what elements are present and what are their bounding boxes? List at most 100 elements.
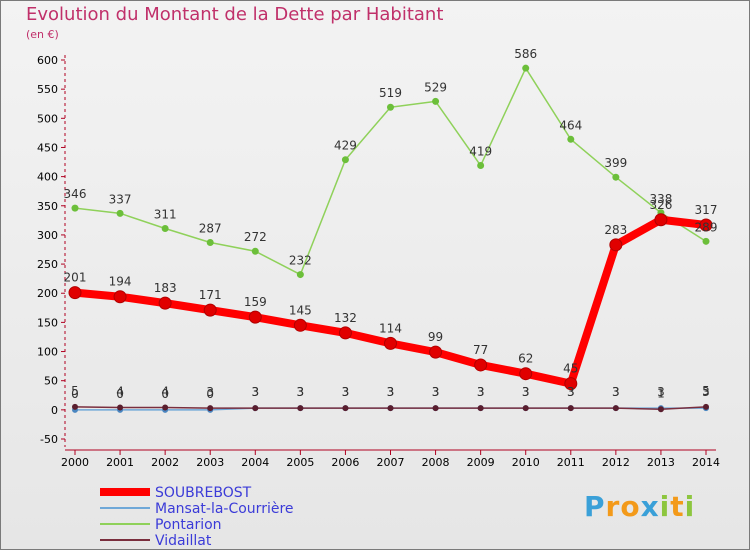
data-point — [113, 290, 127, 304]
data-point — [384, 336, 397, 350]
y-tick-label: 350 — [37, 200, 58, 213]
legend-label: SOUBREBOST — [155, 485, 252, 501]
data-label: 114 — [379, 321, 402, 335]
x-tick-label: 2009 — [467, 456, 495, 469]
y-tick-label: 450 — [37, 141, 58, 154]
x-tick-label: 2006 — [331, 456, 359, 469]
data-label: 3 — [522, 385, 530, 399]
data-point — [206, 239, 214, 247]
data-point — [702, 237, 710, 245]
legend-entry: Vidaillat — [100, 533, 212, 549]
data-point — [341, 156, 349, 164]
data-label: 201 — [64, 271, 87, 285]
data-point — [567, 405, 574, 412]
data-label: 3 — [251, 385, 259, 399]
data-point — [477, 405, 484, 412]
y-tick-label: 600 — [37, 54, 58, 67]
chart-title: Evolution du Montant de la Dette par Hab… — [26, 4, 444, 25]
data-label: 3 — [387, 385, 395, 399]
data-label: 337 — [109, 192, 132, 206]
y-tick-label: 300 — [37, 229, 58, 242]
data-point — [654, 213, 668, 227]
x-tick-label: 2008 — [422, 456, 450, 469]
legend-label: Vidaillat — [155, 533, 212, 549]
data-label: 3 — [657, 385, 665, 399]
data-point — [522, 64, 530, 72]
series-layer — [68, 64, 713, 413]
y-tick-label: 200 — [37, 287, 58, 300]
data-label: 311 — [154, 208, 177, 222]
proxiti-logo: Proxiti — [584, 490, 695, 523]
logo-letter: t — [670, 490, 685, 523]
data-label: 0 — [161, 387, 169, 401]
data-point — [251, 247, 259, 255]
x-tick-label: 2014 — [692, 456, 720, 469]
x-tick-label: 2005 — [286, 456, 314, 469]
data-label: 183 — [154, 281, 177, 295]
logo-letter: i — [659, 490, 671, 523]
axes: -500501001502002503003504004505005506002… — [37, 54, 720, 469]
data-label: 232 — [289, 254, 312, 268]
data-point — [116, 209, 124, 217]
x-tick-label: 2013 — [647, 456, 675, 469]
y-tick-label: 550 — [37, 83, 58, 96]
logo-letter: P — [584, 490, 606, 523]
y-tick-label: 100 — [37, 346, 58, 359]
data-label: 3 — [251, 385, 259, 399]
series-soubrebost — [68, 213, 713, 391]
data-point — [522, 405, 529, 412]
data-label: 3 — [567, 385, 575, 399]
data-point — [72, 403, 78, 410]
data-label: 3 — [612, 385, 620, 399]
data-point — [609, 238, 623, 252]
data-label: 4 — [116, 385, 124, 399]
series-vidaillat — [72, 403, 709, 413]
data-label: 283 — [604, 223, 627, 237]
legend-entry: Pontarion — [100, 517, 222, 533]
y-tick-label: 50 — [44, 375, 58, 388]
data-label: 159 — [244, 295, 267, 309]
data-point — [252, 405, 259, 412]
data-label: 586 — [514, 47, 537, 61]
data-label: 77 — [473, 343, 488, 357]
data-label: 519 — [379, 86, 402, 100]
data-point — [158, 296, 172, 310]
data-label: 3 — [297, 385, 305, 399]
data-label: 3 — [432, 385, 440, 399]
data-label: 317 — [695, 203, 718, 217]
data-label: 171 — [199, 288, 222, 302]
data-point — [657, 406, 664, 413]
data-label: 62 — [518, 352, 533, 366]
data-label: 4 — [161, 385, 169, 399]
x-tick-label: 2011 — [557, 456, 585, 469]
data-point — [162, 404, 169, 411]
data-label: 3 — [387, 385, 395, 399]
data-label: 419 — [469, 145, 492, 159]
legend-label: Pontarion — [155, 517, 222, 533]
y-tick-label: 0 — [51, 404, 58, 417]
data-label: 99 — [428, 330, 443, 344]
y-unit-label: (en €) — [26, 28, 59, 41]
data-label: 326 — [649, 198, 672, 212]
data-point — [296, 271, 304, 279]
x-tick-label: 2007 — [377, 456, 405, 469]
legend: SOUBREBOSTMansat-la-CourrièrePontarionVi… — [100, 485, 294, 549]
data-point — [297, 405, 304, 412]
data-label: 132 — [334, 311, 357, 325]
series-pontarion — [71, 64, 710, 279]
data-point — [387, 103, 394, 111]
data-label: 3 — [477, 385, 485, 399]
data-label: 338 — [649, 192, 672, 206]
logo-letter: o — [620, 490, 641, 523]
data-point — [68, 286, 82, 300]
data-point — [248, 310, 262, 324]
y-tick-label: 150 — [37, 316, 58, 329]
data-point — [71, 204, 79, 212]
x-tick-label: 2004 — [241, 456, 269, 469]
logo-letter: i — [684, 490, 696, 523]
data-label: 3 — [342, 385, 350, 399]
data-point — [432, 97, 440, 105]
data-point — [474, 358, 488, 372]
data-point — [699, 218, 713, 232]
